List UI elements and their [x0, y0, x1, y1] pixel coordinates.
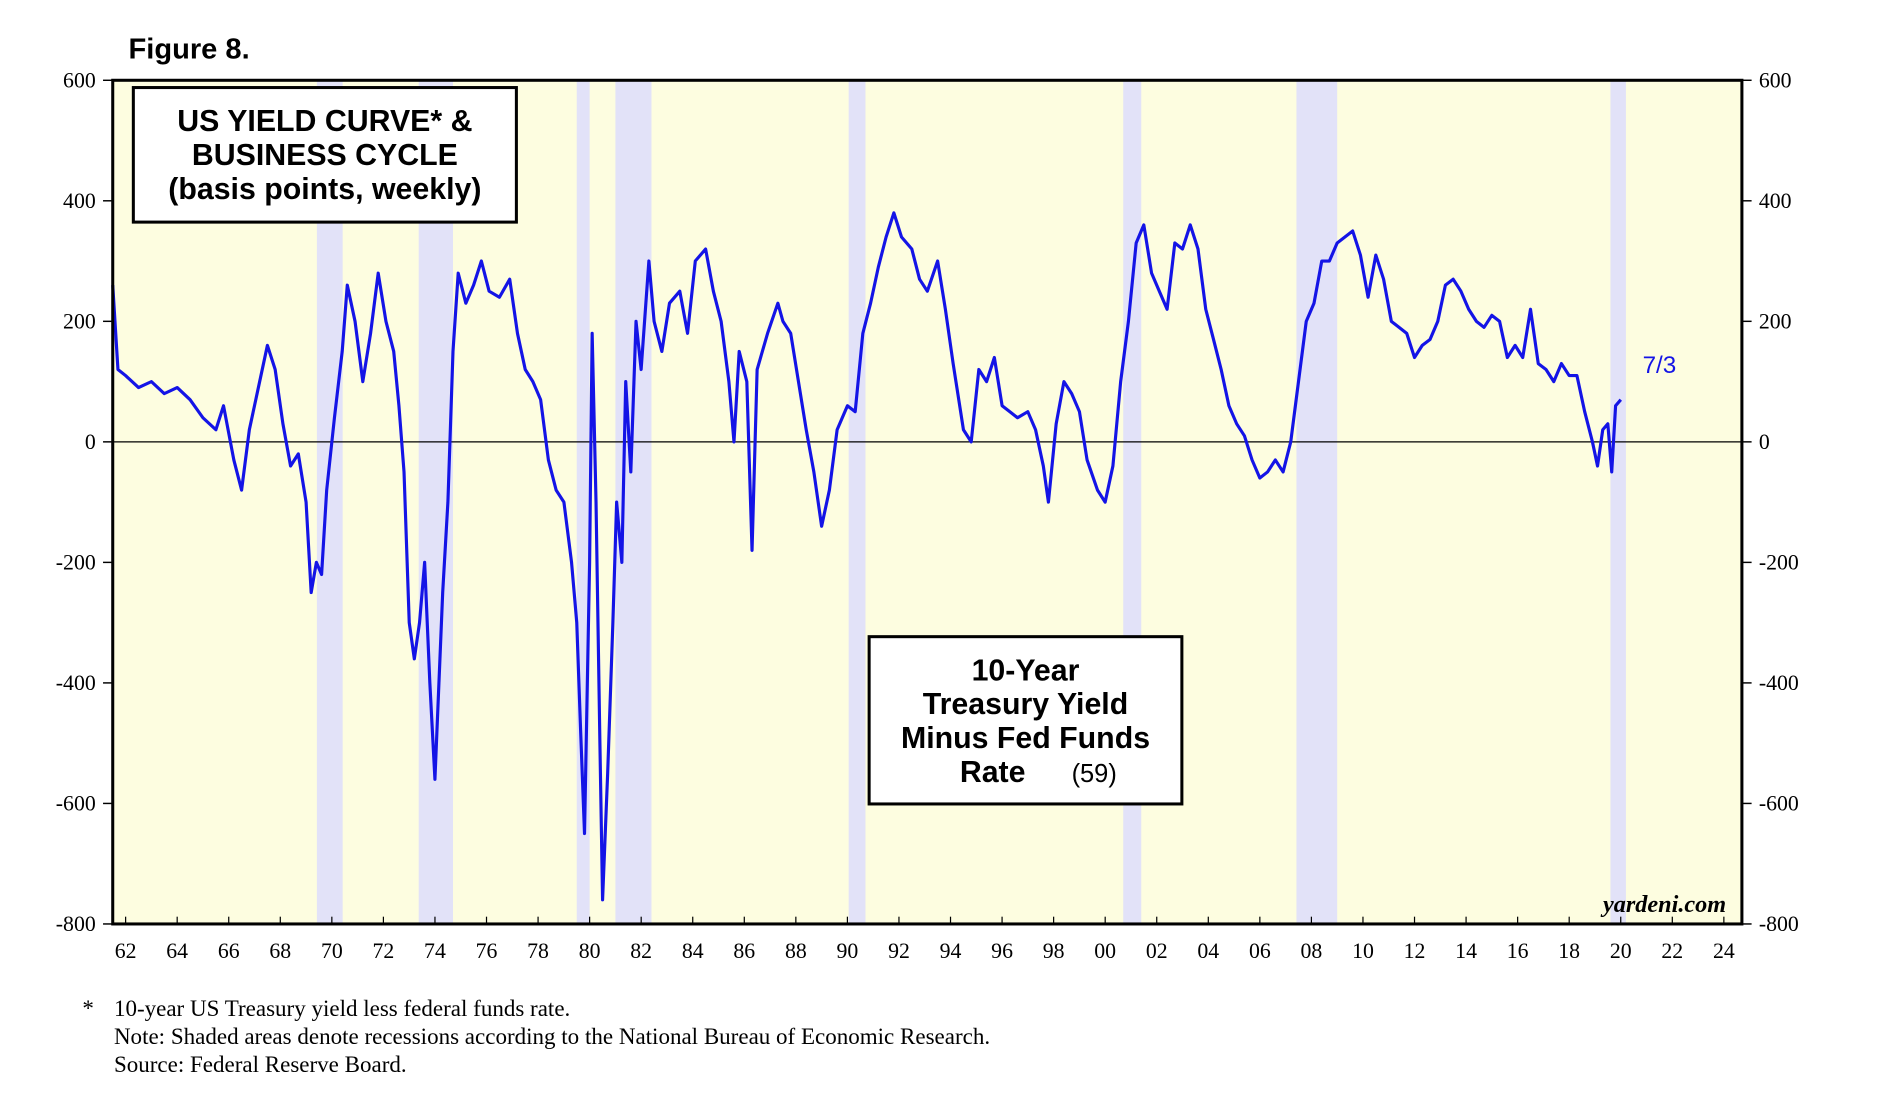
figure-label: Figure 8.: [128, 33, 249, 65]
end-label: 7/3: [1643, 352, 1677, 379]
x-tick-label: 18: [1558, 939, 1580, 963]
x-tick-label: 82: [630, 939, 652, 963]
x-tick-label: 08: [1301, 939, 1323, 963]
recession-band: [848, 80, 866, 924]
title-line: US YIELD CURVE* &: [177, 105, 472, 138]
y-tick-label: 200: [63, 310, 96, 334]
title-line: (basis points, weekly): [168, 173, 481, 206]
y-tick-label: 400: [63, 189, 96, 213]
x-tick-label: 00: [1094, 939, 1116, 963]
y-tick-label: 600: [63, 69, 96, 93]
source-mark: yardeni.com: [1600, 891, 1726, 918]
y-tick-label: -200: [56, 551, 96, 575]
y2-tick-label: -800: [1759, 912, 1799, 936]
footnote-star: *: [82, 995, 94, 1021]
x-tick-label: 88: [785, 939, 807, 963]
y2-tick-label: 200: [1759, 310, 1792, 334]
footnote: 10-year US Treasury yield less federal f…: [114, 995, 570, 1021]
x-tick-label: 64: [166, 939, 188, 963]
x-tick-label: 86: [733, 939, 755, 963]
footnote: Source: Federal Reserve Board.: [114, 1051, 407, 1077]
x-tick-label: 72: [373, 939, 395, 963]
x-tick-label: 06: [1249, 939, 1271, 963]
series-label-line: Minus Fed Funds: [901, 722, 1150, 755]
x-tick-label: 68: [269, 939, 291, 963]
x-tick-label: 16: [1507, 939, 1529, 963]
data-line: [111, 211, 1622, 902]
x-tick-label: 80: [579, 939, 601, 963]
y-tick-label: -800: [56, 912, 96, 936]
series-label-line: Rate: [960, 756, 1026, 789]
y2-tick-label: -400: [1759, 671, 1799, 695]
x-tick-label: 14: [1455, 939, 1477, 963]
x-tick-label: 90: [837, 939, 859, 963]
y2-tick-label: 0: [1759, 430, 1770, 454]
x-tick-label: 62: [115, 939, 137, 963]
series-label-line: 10-Year: [972, 654, 1080, 687]
plot-frame: [111, 78, 1744, 926]
x-tick-label: 74: [424, 939, 446, 963]
y2-tick-label: -200: [1759, 551, 1799, 575]
x-tick-label: 12: [1404, 939, 1426, 963]
y-tick-label: 0: [85, 430, 96, 454]
x-tick-label: 94: [940, 939, 962, 963]
x-tick-label: 22: [1661, 939, 1683, 963]
series-label-box: [867, 635, 1184, 806]
x-tick-label: 66: [218, 939, 240, 963]
x-tick-label: 70: [321, 939, 343, 963]
x-tick-label: 96: [991, 939, 1013, 963]
x-tick-label: 02: [1146, 939, 1168, 963]
x-tick-label: 10: [1352, 939, 1374, 963]
series-label-note: (59): [1072, 760, 1117, 788]
y2-tick-label: 400: [1759, 189, 1792, 213]
x-tick-label: 98: [1043, 939, 1065, 963]
x-tick-label: 92: [888, 939, 910, 963]
x-tick-label: 04: [1197, 939, 1219, 963]
series-label-line: Treasury Yield: [923, 688, 1128, 721]
title-box: [131, 86, 518, 224]
x-tick-label: 84: [682, 939, 704, 963]
footnote: Note: Shaded areas denote recessions acc…: [114, 1023, 990, 1049]
recession-band: [615, 80, 652, 924]
recession-band: [1296, 80, 1338, 924]
x-tick-label: 20: [1610, 939, 1632, 963]
recession-band: [1610, 80, 1626, 924]
y2-tick-label: -600: [1759, 792, 1799, 816]
y2-tick-label: 600: [1759, 69, 1792, 93]
title-line: BUSINESS CYCLE: [192, 139, 458, 172]
x-tick-label: 76: [476, 939, 498, 963]
x-tick-label: 78: [527, 939, 549, 963]
x-tick-label: 24: [1713, 939, 1735, 963]
y-tick-label: -400: [56, 671, 96, 695]
y-tick-label: -600: [56, 792, 96, 816]
